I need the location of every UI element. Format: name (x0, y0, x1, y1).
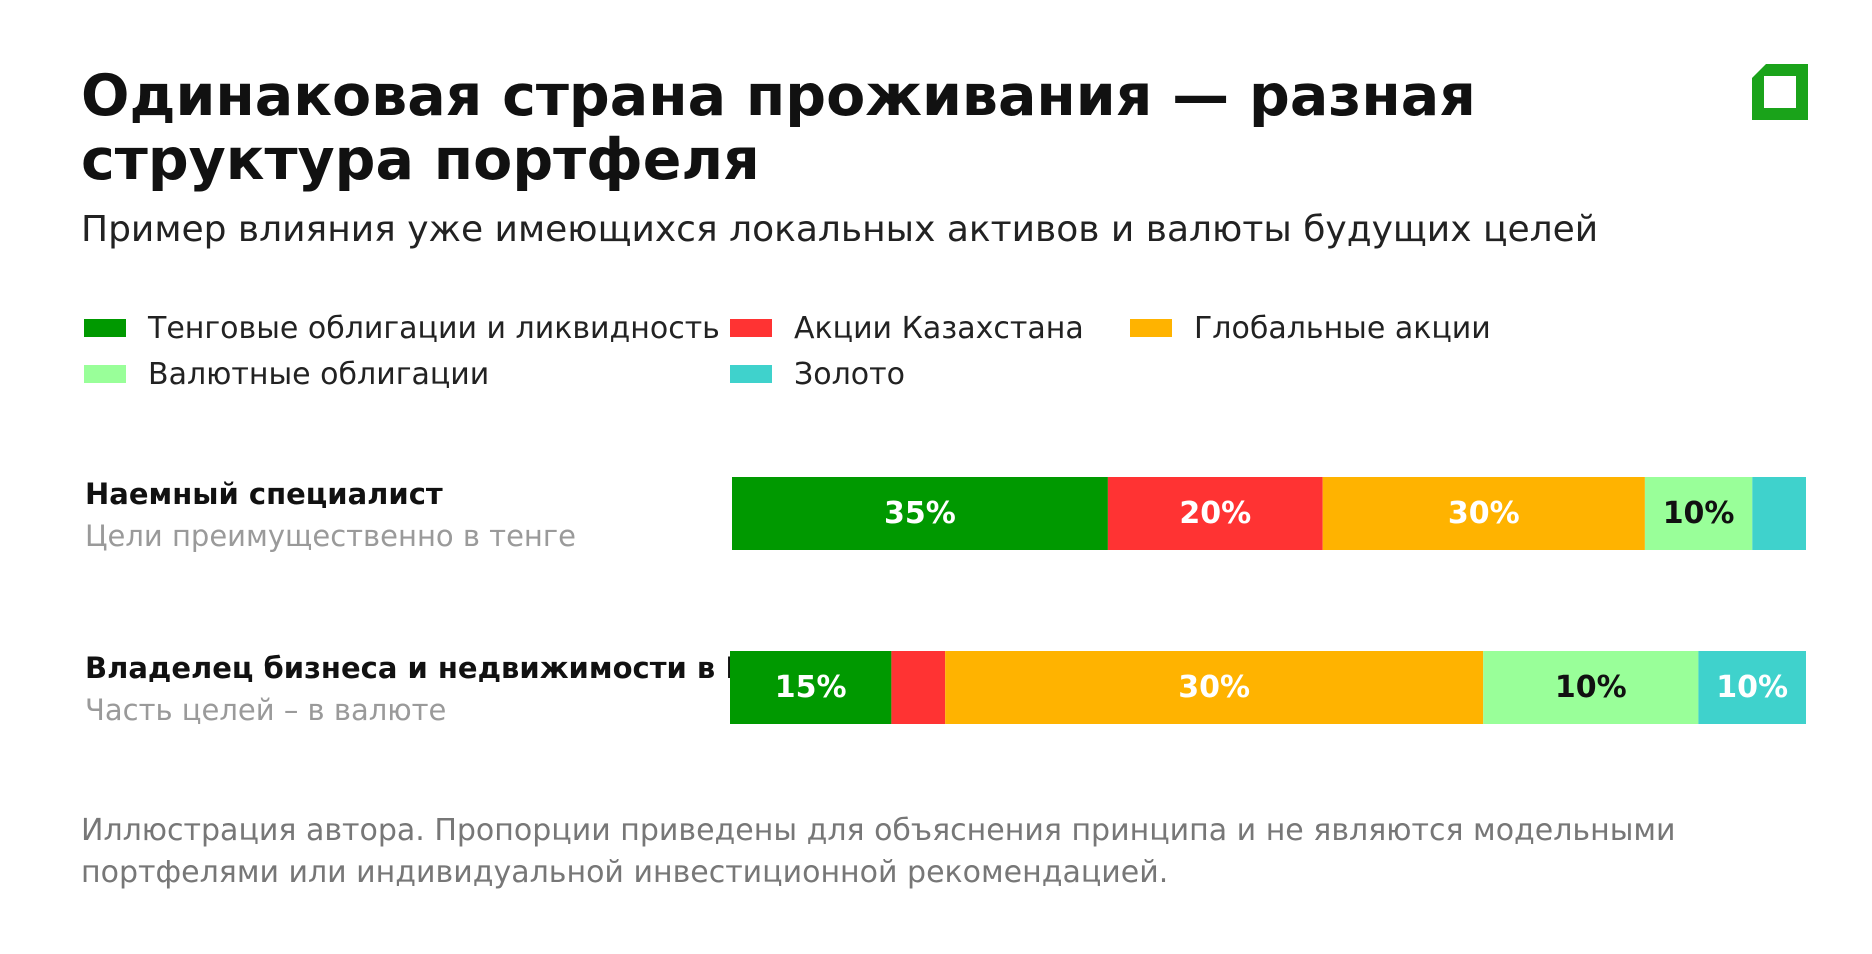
chart-subtitle: Пример влияния уже имеющихся локальных а… (81, 209, 1599, 250)
bar-segment (1752, 477, 1806, 550)
row-label-employee: Наемный специалист Цели преимущественно … (85, 474, 725, 558)
row-subtitle: Часть целей – в валюте (85, 693, 447, 727)
row-label-business-owner: Владелец бизнеса и недвижимости в РК Час… (85, 648, 771, 732)
legend-swatch (84, 319, 126, 337)
legend-swatch (84, 365, 126, 383)
legend-swatch (730, 365, 772, 383)
chart-title: Одинаковая страна проживания — разная ст… (81, 63, 1476, 193)
data-label: 10% (1555, 670, 1627, 705)
bar-segment (732, 477, 1108, 550)
legend-label: Валютные облигации (148, 356, 490, 392)
row-subtitle: Цели преимущественно в тенге (85, 519, 576, 553)
data-label: 10% (1663, 496, 1735, 531)
bar-segment (1107, 477, 1323, 550)
legend-label: Золото (794, 356, 905, 392)
data-label: 20% (1179, 496, 1251, 531)
legend-label: Акции Казахстана (794, 310, 1084, 346)
bar-segment (1644, 477, 1753, 550)
data-label: 15% (775, 670, 847, 705)
legend-item-global-stocks: Глобальные акции (1130, 305, 1491, 351)
legend: Тенговые облигации и ликвидность Акции К… (84, 305, 1584, 405)
data-label: 30% (1178, 670, 1250, 705)
data-label: 30% (1448, 496, 1520, 531)
bar-segment (1483, 651, 1699, 724)
legend-swatch (1130, 319, 1172, 337)
bar-segment (1698, 651, 1806, 724)
legend-item-kz-stocks: Акции Казахстана (730, 305, 1084, 351)
legend-item-gold: Золото (730, 351, 905, 397)
legend-item-fx-bonds: Валютные облигации (84, 351, 489, 397)
data-label: 10% (1716, 670, 1788, 705)
data-label: 35% (884, 496, 956, 531)
brand-logo-icon (1752, 64, 1808, 120)
bar-segment (945, 651, 1484, 724)
bar-segment (891, 651, 946, 724)
legend-label: Тенговые облигации и ликвидность (148, 310, 720, 346)
legend-label: Глобальные акции (1194, 310, 1491, 346)
legend-item-tenge-bonds: Тенговые облигации и ликвидность (84, 305, 720, 351)
footnote: Иллюстрация автора. Пропорции приведены … (81, 813, 1676, 890)
bar-segment (1322, 477, 1645, 550)
bar-segment (730, 651, 892, 724)
row-title: Наемный специалист (85, 477, 443, 511)
legend-swatch (730, 319, 772, 337)
row-title: Владелец бизнеса и недвижимости в РК (85, 651, 771, 685)
